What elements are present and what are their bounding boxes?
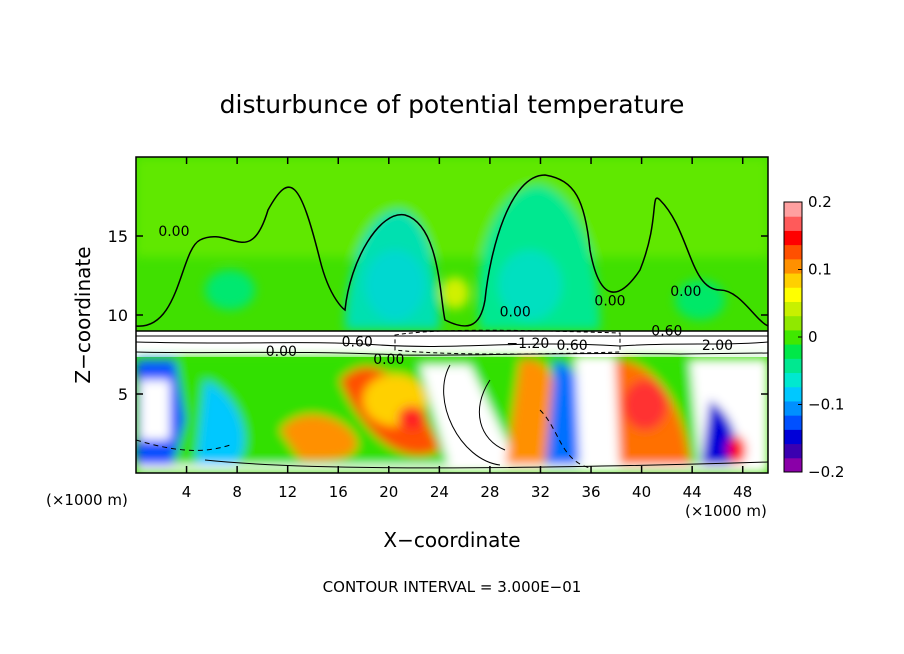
- colorbar-tick-label: 0: [808, 328, 818, 346]
- colorbar-swatch: [784, 329, 802, 345]
- colorbar-swatch: [784, 415, 802, 430]
- x-tick-label: 32: [531, 483, 550, 501]
- colorbar-swatch: [784, 301, 802, 317]
- x-tick-label: 20: [379, 483, 398, 501]
- y-tick-label: 5: [118, 385, 128, 404]
- colorbar-swatch: [784, 344, 802, 359]
- colorbar-tick-label: 0.1: [808, 261, 832, 279]
- x-tick-label: 40: [632, 483, 651, 501]
- contour-label: 0.00: [670, 284, 701, 300]
- contour-label: 0.00: [373, 352, 404, 368]
- x-tick-label: 24: [430, 483, 449, 501]
- colorbar-swatch: [784, 287, 802, 302]
- x-tick-label: 36: [581, 483, 600, 501]
- colorbar-swatch: [784, 386, 802, 402]
- contour-label: 0.60: [556, 338, 587, 354]
- colorbar-tick-label: 0.2: [808, 193, 832, 211]
- colorbar-swatch: [784, 457, 802, 473]
- x-tick-label: 44: [683, 483, 702, 501]
- colorbar-tick-label: −0.1: [808, 396, 844, 414]
- x-tick-label: 16: [329, 483, 348, 501]
- contour-interval: CONTOUR INTERVAL = 3.000E−01: [323, 578, 582, 596]
- x-tick-label: 28: [480, 483, 499, 501]
- x-axis: 4 8 12 16 20 24 28 32 36 40 44 48: [182, 157, 752, 501]
- chart-title: disturbunce of potential temperature: [220, 90, 685, 119]
- contour-label: 0.00: [594, 294, 625, 310]
- colorbar-swatch: [784, 202, 802, 217]
- y-axis: 5 10 15: [108, 227, 768, 404]
- colorbar-swatch: [784, 244, 802, 260]
- colorbar-swatch: [784, 372, 802, 388]
- x-tick-label: 48: [733, 483, 752, 501]
- x-tick-label: 12: [278, 483, 297, 501]
- x-tick-label: 4: [182, 483, 192, 501]
- contour-label: 0.00: [500, 305, 531, 321]
- contour-label: 0.00: [158, 224, 189, 240]
- y-unit-label: (×1000 m): [46, 491, 128, 509]
- contour-label: −1.20: [506, 336, 549, 352]
- contour-label: 0.00: [266, 344, 297, 360]
- contour-lines: [136, 174, 768, 469]
- upper-field: [136, 157, 768, 330]
- colorbar-swatch: [784, 230, 802, 246]
- x-tick-label: 8: [232, 483, 242, 501]
- x-unit-label: (×1000 m): [685, 502, 767, 520]
- colorbar-swatch: [784, 400, 802, 416]
- contour-labels: 0.000.000.000.000.600.60 −1.20 0.600.00 0.0…: [158, 224, 733, 368]
- lower-field: [136, 355, 768, 473]
- colorbar-tick-label: −0.2: [808, 463, 844, 481]
- colorbar-swatch: [784, 273, 802, 288]
- contour-label: 2.00: [702, 338, 733, 354]
- colorbar-swatch: [784, 258, 802, 274]
- colorbar-swatch: [784, 216, 802, 231]
- contour-label: 0.60: [651, 324, 682, 340]
- colorbar-swatch: [784, 315, 802, 331]
- colorbar-swatch: [784, 443, 802, 459]
- plot-area: 0.000.000.000.000.600.60 −1.20 0.600.00 0.0…: [136, 157, 768, 473]
- y-tick-label: 10: [108, 306, 128, 325]
- x-axis-label: X−coordinate: [383, 528, 520, 552]
- colorbar-swatch: [784, 429, 802, 445]
- colorbar: 0.2 0.1 0 −0.1 −0.2: [783, 193, 844, 481]
- colorbar-swatch: [784, 358, 802, 374]
- y-tick-label: 15: [108, 227, 128, 246]
- contour-label: 0.60: [342, 335, 373, 351]
- y-axis-label: Z−coordinate: [71, 246, 95, 383]
